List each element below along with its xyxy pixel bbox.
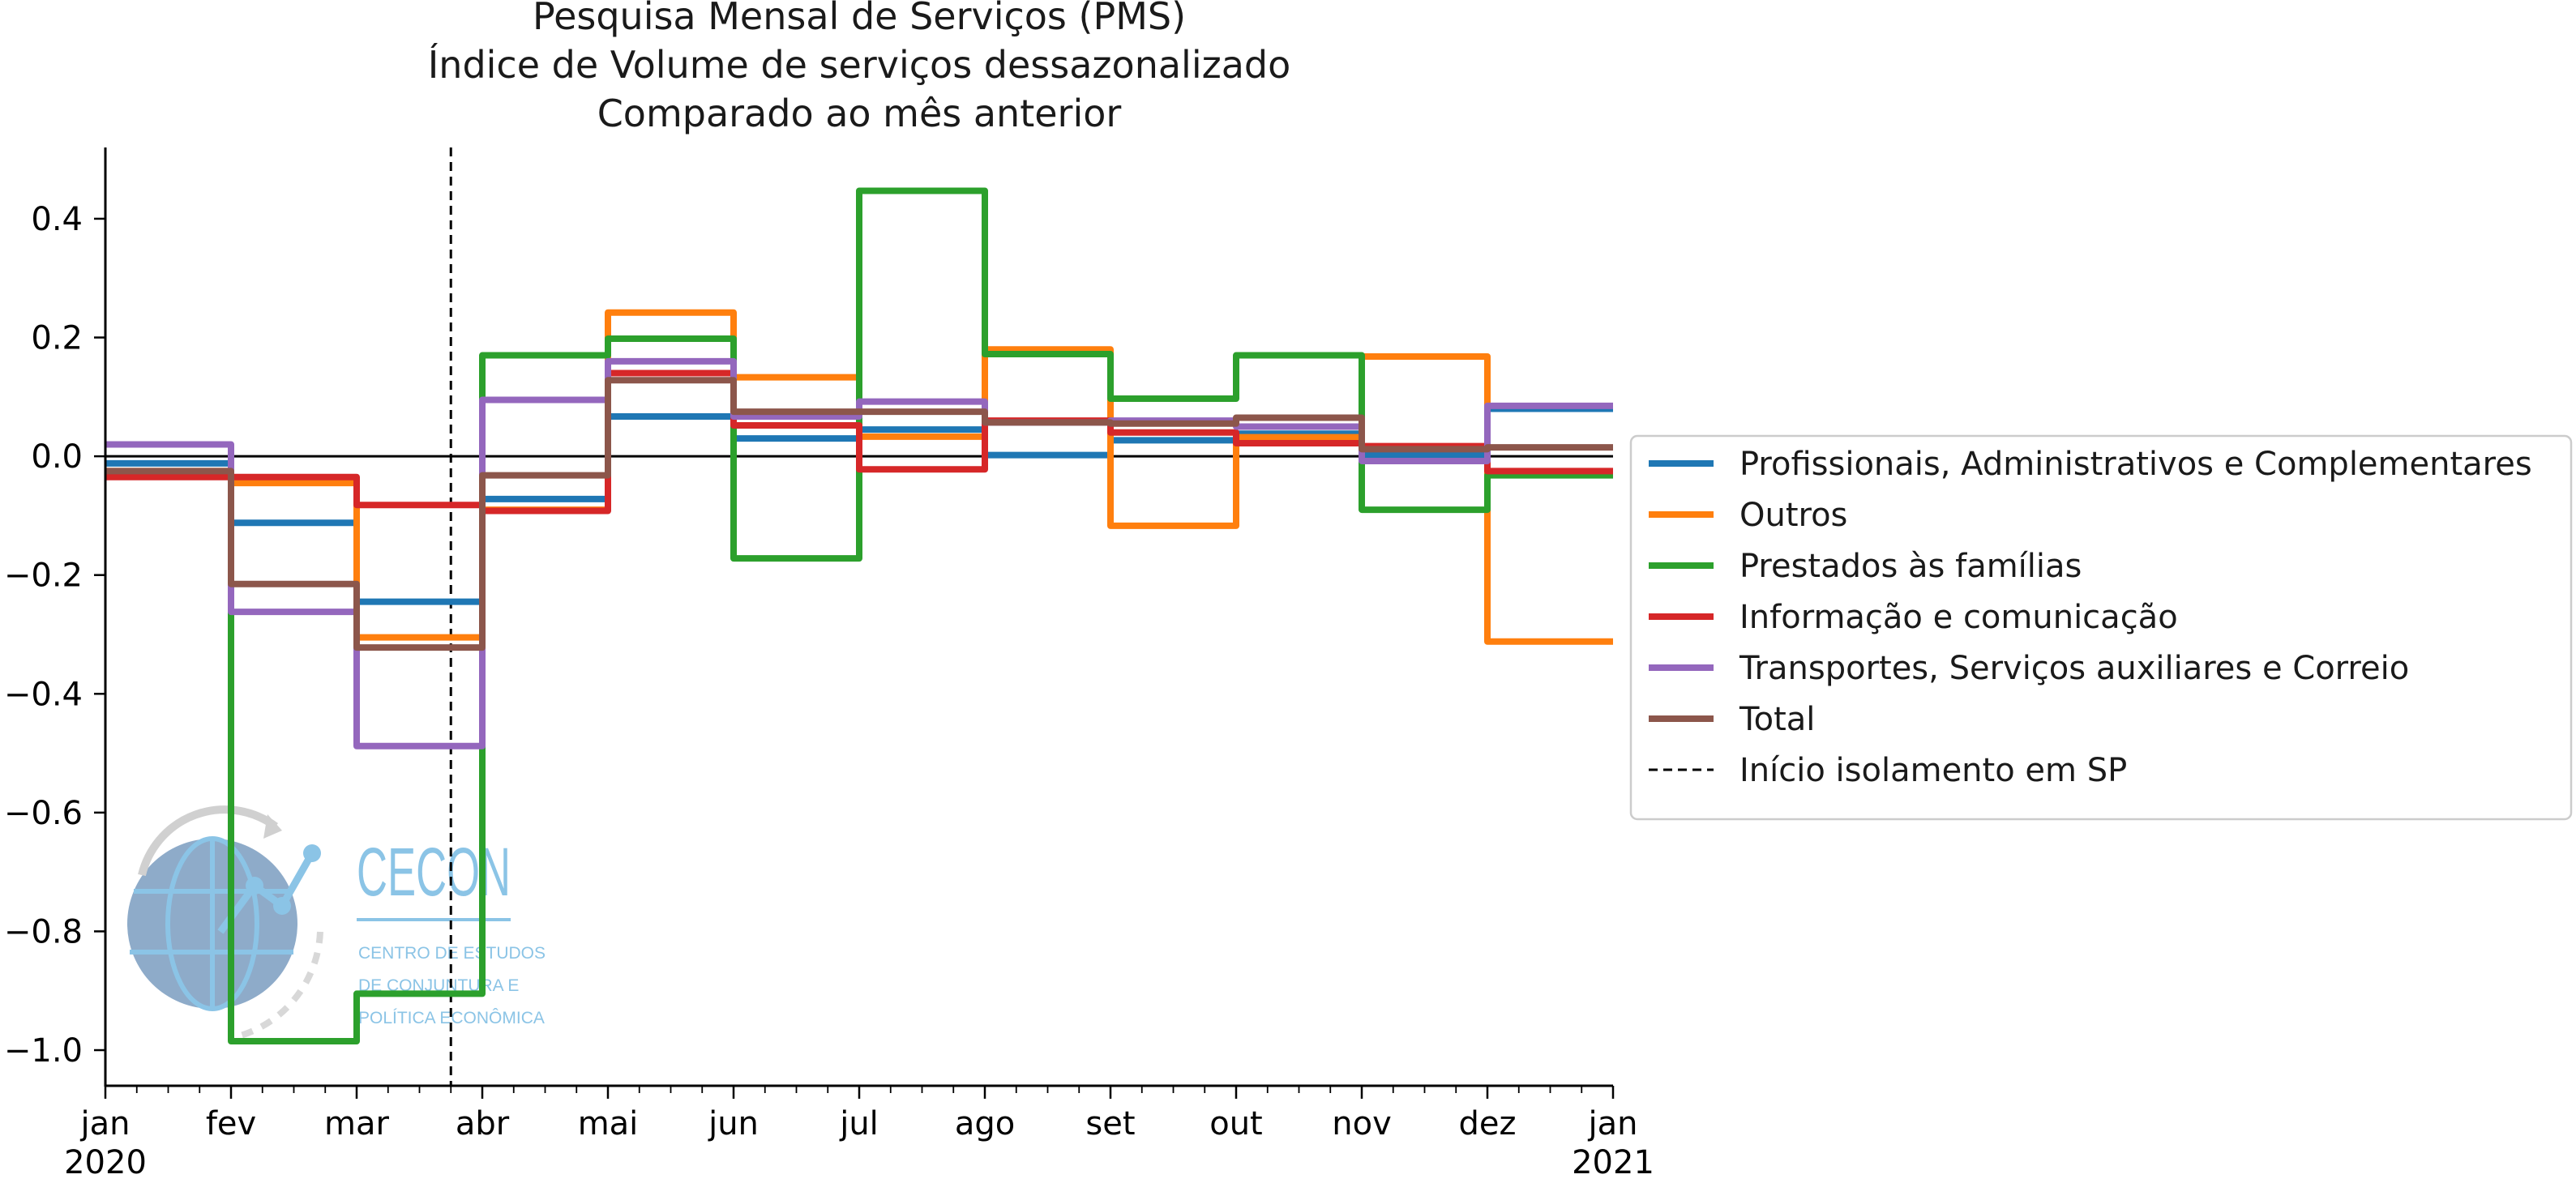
x-tick-year-label: 2021: [1572, 1144, 1654, 1181]
logo-name: CECON: [357, 834, 511, 910]
axes: [104, 147, 1613, 1087]
logo-arrowhead: [263, 814, 282, 839]
y-tick-label: −0.4: [4, 676, 83, 713]
y-tick-label: −0.8: [4, 913, 83, 950]
x-tick-label: nov: [1332, 1105, 1392, 1142]
legend-label: Prestados às famílias: [1739, 548, 2082, 585]
x-tick-label: abr: [456, 1105, 510, 1142]
x-tick-label: mai: [578, 1105, 639, 1142]
legend-label: Informação e comunicação: [1739, 599, 2178, 636]
plot-area: [105, 147, 1613, 1086]
x-tick-label: set: [1085, 1105, 1135, 1142]
chart-title: Pesquisa Mensal de Serviços (PMS) Índice …: [428, 0, 1291, 135]
x-tick-label: dez: [1459, 1105, 1517, 1142]
y-tick-label: −0.2: [4, 557, 83, 595]
y-tick-label: 0.0: [31, 438, 83, 476]
logo-tagline: POLÍTICA ECONÔMICA: [358, 1009, 545, 1027]
logo-trend-point: [246, 877, 263, 895]
legend: Profissionais, Administrativos e Complem…: [1629, 434, 2573, 821]
logo-arc: [138, 805, 278, 877]
y-axis-ticks: 0.4 0.2 0.0 −0.2 −0.4 −0.6 −0.8 −1.0: [4, 201, 105, 1070]
x-tick-label: jan: [1588, 1105, 1638, 1142]
logo-trend-point: [303, 844, 321, 862]
x-tick-label: fev: [206, 1105, 256, 1142]
x-tick-label: jul: [839, 1105, 879, 1142]
series-line: [105, 377, 1613, 651]
logo-dashed-arc: [234, 931, 323, 1040]
y-tick-label: 0.4: [31, 201, 83, 238]
logo-tagline: DE CONJUNTURA E: [358, 976, 519, 995]
y-tick-label: −0.6: [4, 795, 83, 832]
legend-label: Transportes, Serviços auxiliares e Corre…: [1739, 650, 2409, 687]
chart-title-line: Pesquisa Mensal de Serviços (PMS): [533, 0, 1186, 38]
x-tick-label: jun: [708, 1105, 759, 1142]
x-tick-year-label: 2020: [64, 1144, 147, 1181]
legend-label: Total: [1739, 701, 1815, 738]
x-tick-label: jan: [80, 1105, 131, 1142]
chart-title-line: Comparado ao mês anterior: [597, 92, 1122, 135]
legend-label: Outros: [1739, 497, 1847, 534]
chart-title-line: Índice de Volume de serviços dessazonali…: [428, 43, 1291, 87]
x-tick-label: ago: [955, 1105, 1015, 1142]
legend-label: Início isolamento em SP: [1739, 752, 2127, 789]
legend-box: [1629, 434, 2573, 821]
legend-label: Profissionais, Administrativos e Complem…: [1739, 446, 2532, 483]
logo-trend-point: [273, 897, 291, 915]
series-line: [105, 187, 1613, 1045]
x-tick-label: out: [1209, 1105, 1263, 1142]
x-tick-label: mar: [324, 1105, 389, 1142]
y-tick-label: 0.2: [31, 320, 83, 357]
logo-trend-line: [217, 851, 315, 934]
y-tick-label: −1.0: [4, 1032, 83, 1070]
